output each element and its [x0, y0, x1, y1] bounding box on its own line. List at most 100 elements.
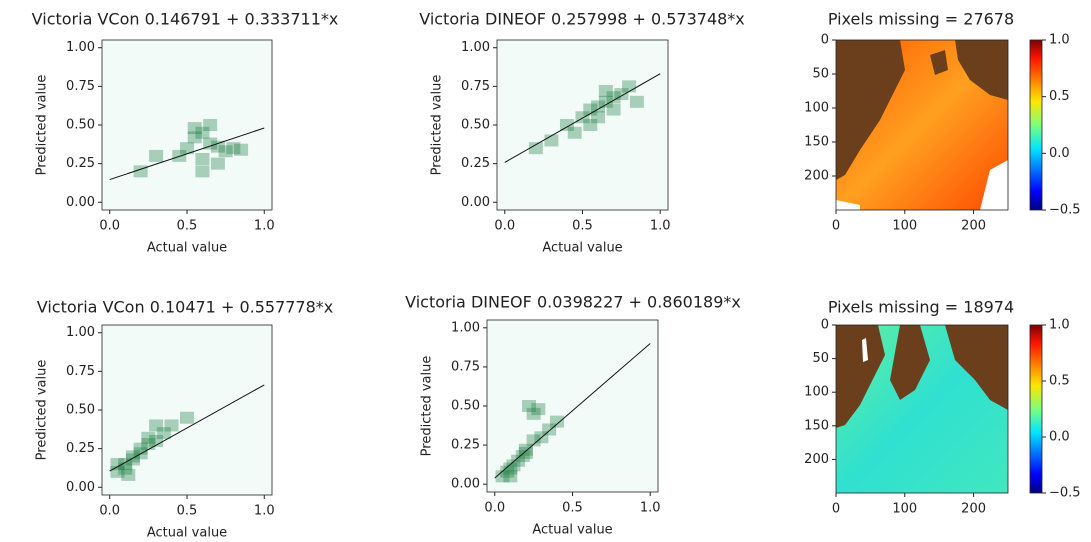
- density-cell: [203, 137, 218, 150]
- colorbar-tick-label: 1.0: [1049, 318, 1070, 333]
- x-tick-label: 100: [892, 219, 917, 234]
- x-axis-label: Actual value: [147, 526, 227, 541]
- y-tick-label: 0.00: [66, 480, 95, 495]
- plot-area: [102, 325, 272, 495]
- colorbar-tick-label: −0.5: [1049, 486, 1081, 501]
- x-tick-label: 0: [832, 219, 840, 234]
- colorbar-tick-label: 1.0: [1049, 33, 1070, 48]
- y-tick-label: 0.75: [451, 359, 480, 374]
- subplot-title: Victoria DINEOF 0.0398227 + 0.860189*x: [405, 293, 741, 312]
- y-tick-label: 0.25: [461, 156, 490, 171]
- subplot-title: Victoria VCon 0.10471 + 0.557778*x: [37, 298, 334, 317]
- density-cell: [156, 427, 171, 440]
- x-tick-label: 1.0: [650, 219, 671, 234]
- subplot: Victoria VCon 0.10471 + 0.557778*x Actual…: [35, 298, 334, 541]
- density-cell: [591, 100, 606, 113]
- subplot-title: Pixels missing = 27678: [828, 10, 1014, 29]
- density-cell: [195, 153, 210, 165]
- x-tick-label: 1.0: [640, 501, 661, 516]
- colorbar: [1029, 324, 1043, 494]
- colorbar-tick-label: 0.0: [1049, 146, 1070, 161]
- density-cell: [606, 91, 621, 104]
- density-cell: [125, 450, 140, 463]
- y-tick-label: 0.75: [461, 79, 490, 94]
- x-tick-label: 0.0: [484, 501, 505, 516]
- x-tick-label: 0.0: [494, 219, 515, 234]
- y-tick-label: 0.00: [451, 477, 480, 492]
- y-tick-label: 100: [804, 101, 829, 116]
- y-axis-label: Predicted value: [35, 75, 50, 176]
- density-cell: [583, 119, 598, 131]
- density-cell: [503, 462, 518, 475]
- y-tick-label: 1.00: [66, 325, 95, 340]
- y-tick-label: 1.00: [66, 40, 95, 55]
- x-tick-label: 0.5: [572, 219, 593, 234]
- x-axis-label: Actual value: [147, 241, 227, 256]
- density-cell: [559, 119, 574, 131]
- density-cell: [164, 419, 179, 432]
- density-cell: [118, 462, 133, 475]
- fit-line: [504, 73, 661, 163]
- density-cell: [203, 119, 218, 131]
- map-image: [836, 40, 1008, 210]
- density-cell: [583, 103, 598, 116]
- y-tick-label: 200: [804, 169, 829, 184]
- density-cell: [521, 400, 536, 412]
- y-tick-label: 0.25: [451, 438, 480, 453]
- density-cell: [133, 442, 148, 455]
- density-cell: [149, 419, 164, 432]
- subplot-title: Victoria VCon 0.146791 + 0.333711*x: [32, 10, 339, 29]
- x-tick-label: 100: [892, 502, 917, 517]
- x-tick-label: 0.5: [177, 504, 198, 519]
- density-cell: [606, 103, 621, 116]
- density-cell: [149, 434, 164, 447]
- x-axis-label: Actual value: [532, 523, 612, 538]
- y-tick-label: 0.75: [66, 364, 95, 379]
- density-cell: [110, 458, 125, 471]
- fit-line: [109, 384, 265, 472]
- density-cell: [518, 446, 533, 459]
- y-tick-label: 0.50: [461, 118, 490, 133]
- density-cell: [515, 450, 530, 463]
- y-axis-label: Predicted value: [420, 356, 435, 457]
- density-cell: [567, 126, 582, 139]
- density-cell: [495, 470, 510, 483]
- fit-line: [109, 127, 265, 181]
- density-cell: [622, 80, 637, 93]
- x-tick-label: 200: [961, 219, 986, 234]
- density-cell: [629, 95, 644, 108]
- plot-area: [487, 320, 658, 492]
- colorbar: [1029, 39, 1043, 211]
- density-cell: [500, 465, 515, 478]
- x-tick-label: 0.0: [99, 219, 120, 234]
- x-tick-label: 0.5: [177, 219, 198, 234]
- x-axis-label: Actual value: [542, 241, 622, 256]
- density-cell: [195, 126, 210, 139]
- density-cell: [226, 142, 241, 155]
- y-tick-label: 100: [804, 385, 829, 400]
- x-tick-label: 200: [961, 502, 986, 517]
- density-cell: [210, 157, 225, 170]
- density-cell: [526, 434, 541, 447]
- y-tick-label: 0.25: [66, 156, 95, 171]
- y-tick-label: 50: [812, 351, 829, 366]
- y-tick-label: 200: [804, 452, 829, 467]
- density-cell: [526, 407, 541, 420]
- map-image: [836, 325, 1008, 493]
- density-cell: [511, 454, 526, 467]
- y-tick-label: 0.50: [66, 118, 95, 133]
- subplot: Victoria DINEOF 0.257998 + 0.573748*x Act…: [419, 10, 745, 256]
- plot-area: [497, 40, 668, 210]
- y-tick-label: 1.00: [461, 40, 490, 55]
- density-cell: [503, 470, 518, 483]
- subplot-title: Victoria DINEOF 0.257998 + 0.573748*x: [419, 10, 745, 29]
- density-cell: [149, 149, 164, 162]
- density-cell: [218, 145, 233, 158]
- y-tick-label: 1.00: [451, 320, 480, 335]
- y-tick-label: 0.25: [66, 441, 95, 456]
- density-cell: [591, 111, 606, 124]
- y-tick-label: 0.00: [461, 195, 490, 210]
- density-cell: [187, 131, 202, 144]
- density-cell: [531, 403, 546, 416]
- y-tick-label: 50: [812, 67, 829, 82]
